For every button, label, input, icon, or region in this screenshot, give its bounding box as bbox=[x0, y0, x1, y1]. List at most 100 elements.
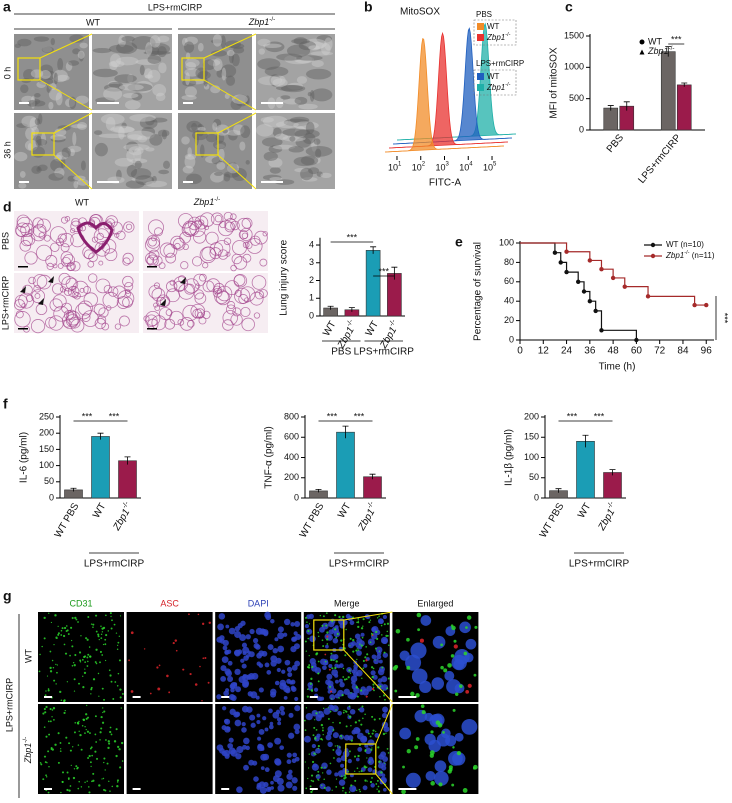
signal bbox=[111, 785, 114, 788]
signal bbox=[294, 621, 301, 628]
signal bbox=[332, 729, 335, 731]
texture bbox=[131, 177, 152, 182]
signal bbox=[294, 696, 299, 701]
signal bbox=[351, 641, 357, 647]
scale-bar bbox=[221, 696, 230, 698]
signal bbox=[340, 734, 343, 737]
error-bar bbox=[681, 82, 688, 87]
signal bbox=[364, 656, 367, 659]
signal bbox=[92, 678, 96, 681]
signal bbox=[454, 732, 464, 742]
texture bbox=[233, 256, 248, 270]
signal bbox=[411, 668, 428, 685]
signal bbox=[42, 778, 45, 781]
signal bbox=[324, 653, 327, 656]
texture bbox=[53, 72, 58, 85]
signal bbox=[305, 787, 308, 790]
signal bbox=[222, 645, 228, 651]
texture bbox=[184, 58, 200, 68]
error-bar bbox=[609, 469, 616, 476]
signal bbox=[333, 757, 335, 759]
texture bbox=[222, 319, 234, 331]
texture bbox=[254, 230, 268, 245]
signal bbox=[116, 685, 119, 687]
signal bbox=[357, 625, 360, 629]
signal bbox=[130, 631, 134, 635]
y-tick-label: 0 bbox=[309, 310, 314, 320]
signal bbox=[228, 737, 234, 743]
row-label: 36 h bbox=[2, 141, 12, 159]
texture bbox=[20, 84, 29, 94]
signal bbox=[356, 687, 359, 689]
signal bbox=[286, 759, 292, 765]
texture bbox=[50, 38, 55, 46]
texture bbox=[34, 293, 41, 299]
error-bar bbox=[370, 246, 377, 254]
signal bbox=[71, 645, 74, 648]
y-axis-label: IL-1β (pg/ml) bbox=[504, 429, 515, 486]
signal bbox=[425, 771, 436, 781]
signal bbox=[240, 620, 246, 626]
texture bbox=[155, 296, 167, 307]
texture bbox=[94, 130, 103, 135]
signal bbox=[116, 648, 119, 650]
signal bbox=[60, 748, 62, 750]
texture bbox=[157, 46, 167, 58]
texture bbox=[226, 75, 236, 86]
bar bbox=[576, 440, 595, 499]
texture bbox=[94, 142, 108, 157]
texture bbox=[181, 94, 197, 101]
signal bbox=[366, 766, 368, 768]
signal bbox=[252, 760, 258, 766]
signal bbox=[224, 753, 230, 759]
texture bbox=[195, 67, 208, 79]
y-tick-label: 200 bbox=[284, 472, 299, 482]
signal bbox=[86, 656, 89, 659]
texture bbox=[320, 172, 332, 178]
signal bbox=[77, 621, 79, 623]
texture bbox=[57, 57, 64, 71]
signal bbox=[107, 630, 110, 632]
signal bbox=[372, 686, 375, 689]
signal bbox=[355, 641, 362, 649]
signal bbox=[372, 674, 378, 680]
signal bbox=[97, 633, 100, 636]
signal bbox=[158, 664, 161, 667]
signal bbox=[201, 700, 203, 702]
texture bbox=[184, 153, 197, 160]
signal bbox=[60, 634, 63, 636]
texture bbox=[210, 85, 221, 94]
signal bbox=[57, 625, 59, 627]
signal bbox=[61, 771, 65, 774]
signal bbox=[294, 756, 300, 762]
error-bar bbox=[315, 488, 322, 493]
signal bbox=[365, 695, 368, 698]
signal bbox=[344, 654, 347, 657]
texture bbox=[192, 130, 208, 141]
signal bbox=[293, 723, 301, 731]
signal bbox=[315, 728, 318, 731]
signal bbox=[281, 669, 286, 674]
texture bbox=[221, 64, 237, 78]
column-label: Zbp1-/- bbox=[193, 196, 220, 207]
signal bbox=[88, 791, 91, 794]
signal bbox=[97, 672, 100, 675]
signal bbox=[79, 659, 82, 662]
signal bbox=[57, 633, 60, 636]
texture bbox=[116, 56, 139, 66]
signal bbox=[258, 729, 265, 735]
texture bbox=[240, 125, 251, 139]
texture bbox=[39, 64, 54, 77]
texture bbox=[31, 146, 45, 158]
signal bbox=[90, 765, 92, 768]
signal bbox=[220, 675, 227, 682]
signal bbox=[92, 626, 94, 628]
texture bbox=[270, 74, 286, 86]
signal bbox=[292, 785, 298, 791]
signal bbox=[116, 779, 120, 782]
texture bbox=[31, 289, 46, 304]
zoom-box bbox=[17, 57, 41, 81]
texture bbox=[129, 158, 148, 164]
texture bbox=[282, 128, 311, 137]
texture bbox=[60, 251, 74, 264]
